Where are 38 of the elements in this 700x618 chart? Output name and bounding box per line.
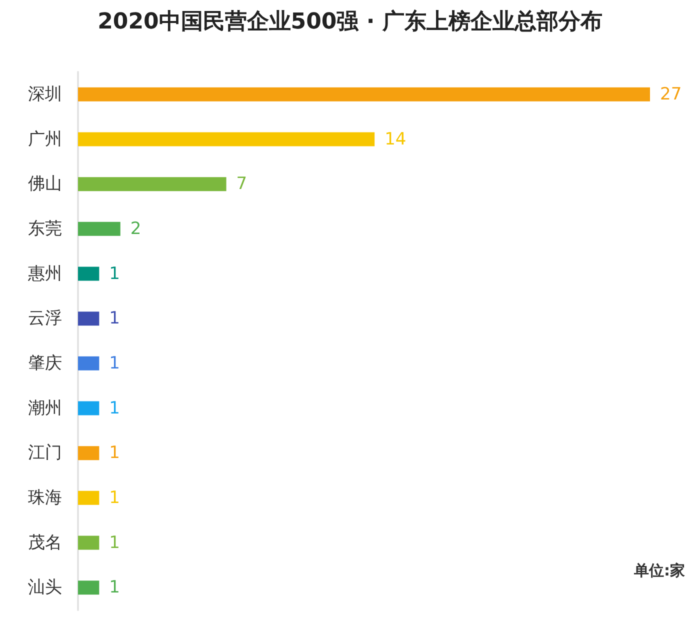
bar [78,580,100,595]
data-label: 27 [660,84,682,104]
bar [78,87,650,102]
bar [78,536,100,550]
y-tick-label: 江门 [28,443,62,464]
y-tick-label: 茂名 [28,532,62,553]
bar [78,490,100,505]
y-tick-label: 广州 [28,129,62,150]
bar [78,401,100,416]
bar [78,356,100,370]
data-label: 14 [384,129,406,150]
y-tick-label: 东莞 [28,218,62,239]
data-label: 2 [130,218,142,239]
bar [78,177,226,192]
y-tick-label: 佛山 [28,174,62,194]
data-label: 1 [109,308,120,329]
y-tick-label: 珠海 [28,488,62,508]
y-tick-label: 肇庆 [28,353,62,374]
y-tick-label: 惠州 [27,264,62,284]
bar [78,446,100,460]
data-label: 7 [236,174,248,194]
bar [78,266,100,281]
data-label: 1 [109,488,120,508]
data-label: 1 [109,532,120,553]
annotation: 单位:家 [633,562,685,580]
y-tick-label: 汕头 [28,578,62,598]
data-label: 1 [109,578,120,598]
bar [78,222,120,236]
data-label: 1 [109,443,120,464]
bar [78,312,100,326]
y-tick-label: 潮州 [28,398,62,418]
y-tick-label: 深圳 [28,84,62,104]
y-tick-label: 云浮 [28,308,62,329]
data-label: 1 [109,353,120,374]
chart-title: 2020中国民营企业500强 · 广东上榜企业总部分布 [98,8,602,34]
bar [78,132,375,146]
data-label: 1 [109,264,120,284]
data-label: 1 [109,398,120,418]
